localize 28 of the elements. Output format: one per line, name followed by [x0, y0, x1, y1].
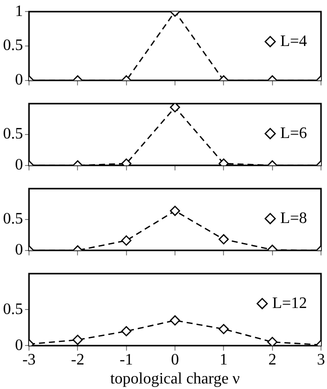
y-tick-label: 0.5 — [3, 126, 23, 143]
legend-label: L=6 — [280, 124, 307, 142]
x-axis-title: topological charge ν — [110, 370, 240, 388]
x-tick-label: 2 — [268, 351, 276, 368]
point — [170, 104, 180, 112]
x-tick-label: 0 — [171, 351, 179, 368]
legend-label: L=8 — [280, 210, 307, 227]
y-tick-label: 0 — [15, 72, 23, 89]
y-tick-label: 0.5 — [3, 37, 23, 54]
x-tick-label: -3 — [22, 351, 36, 368]
point — [170, 315, 180, 326]
point — [218, 324, 229, 334]
y-tick-label: 0 — [15, 336, 23, 354]
x-tick-label: 3 — [317, 351, 325, 368]
y-tick-label: 1 — [15, 2, 23, 20]
legend-label: L=12 — [272, 294, 307, 312]
x-tick-label: -2 — [71, 351, 84, 368]
legend-label: L=4 — [280, 32, 307, 50]
x-tick-label: 1 — [220, 351, 228, 368]
y-tick-label: 0 — [15, 156, 23, 174]
point — [267, 336, 278, 346]
y-tick-label: 0 — [15, 242, 23, 259]
point — [72, 334, 83, 345]
x-tick-label: -1 — [120, 351, 133, 368]
point — [170, 206, 180, 216]
y-tick-label: 0.5 — [3, 300, 23, 318]
y-tick-label: 0.5 — [3, 210, 23, 228]
point — [121, 326, 132, 336]
